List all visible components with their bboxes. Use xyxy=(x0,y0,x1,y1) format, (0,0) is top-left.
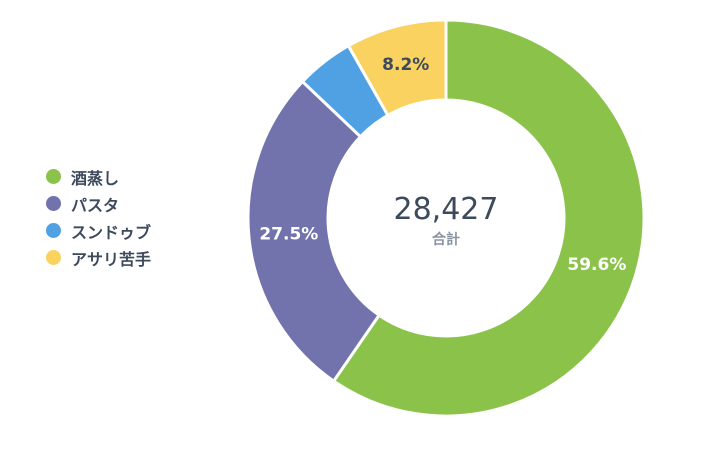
slice-label-sakamushi: 59.6% xyxy=(567,255,626,275)
donut-slice-labels: 59.6% 27.5% 8.2% xyxy=(259,55,626,275)
legend-label-asari-nigate: アサリ苦手 xyxy=(71,249,152,269)
legend: 酒蒸し パスタ スンドゥブ アサリ苦手 xyxy=(46,164,151,272)
total-value: 28,427 xyxy=(394,192,499,227)
legend-item-asari-nigate[interactable]: アサリ苦手 xyxy=(46,245,151,270)
total-caption: 合計 xyxy=(432,231,460,248)
legend-swatch-sundubu xyxy=(46,223,61,238)
slice-sakamushi[interactable] xyxy=(332,18,646,418)
slice-label-pasta: 27.5% xyxy=(259,224,318,244)
legend-swatch-sakamushi xyxy=(46,169,61,184)
legend-swatch-pasta xyxy=(46,196,61,211)
legend-swatch-asari-nigate xyxy=(46,250,61,265)
legend-item-pasta[interactable]: パスタ xyxy=(46,191,151,216)
slice-label-asari-nigate: 8.2% xyxy=(382,55,429,75)
legend-item-sundubu[interactable]: スンドゥブ xyxy=(46,218,151,243)
legend-label-sakamushi: 酒蒸し xyxy=(71,168,120,188)
legend-label-pasta: パスタ xyxy=(71,195,120,215)
donut-slices xyxy=(246,18,646,418)
legend-label-sundubu: スンドゥブ xyxy=(71,222,152,242)
slice-asari-nigate[interactable] xyxy=(346,18,448,117)
legend-item-sakamushi[interactable]: 酒蒸し xyxy=(46,164,151,189)
slice-pasta[interactable] xyxy=(246,80,381,383)
